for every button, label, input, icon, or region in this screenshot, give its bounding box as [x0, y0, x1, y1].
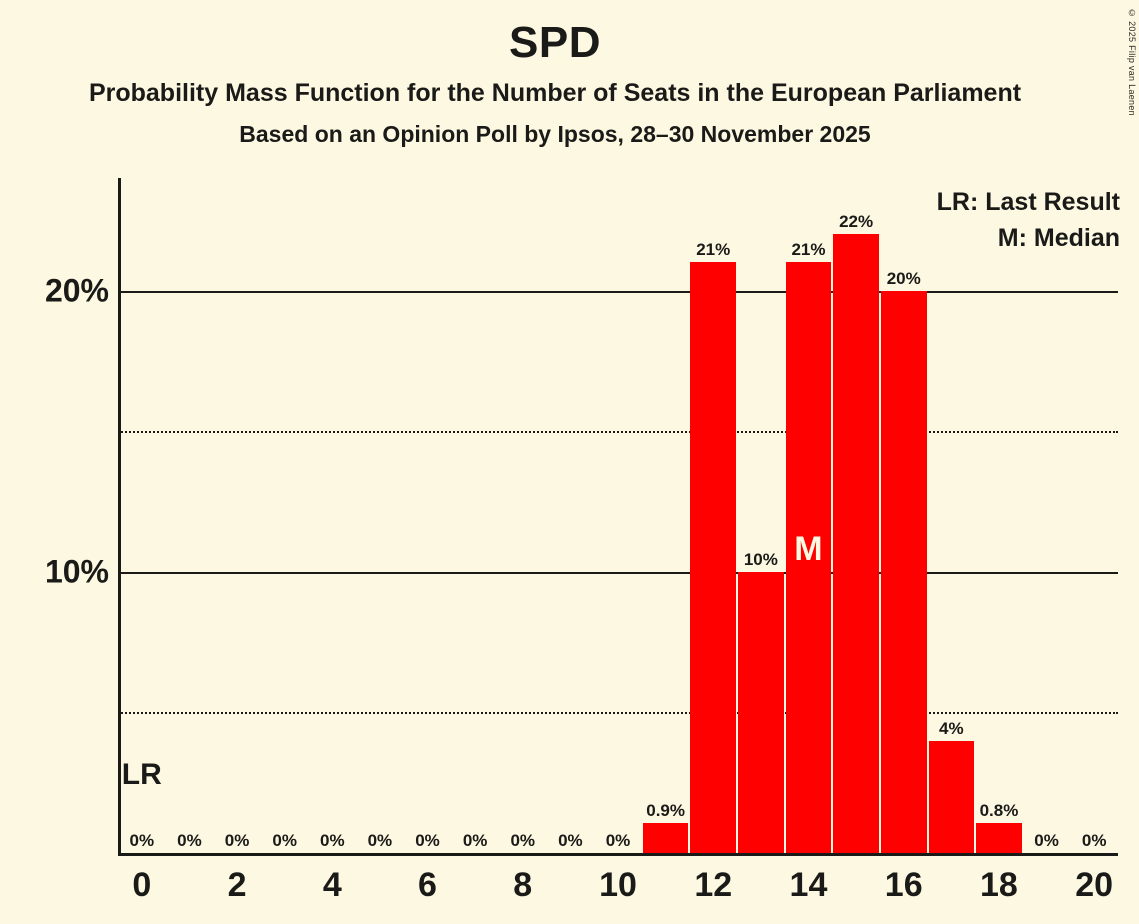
bar-seat-11 — [642, 823, 689, 853]
gridline-20 — [118, 290, 1118, 293]
chart-subtitle: Probability Mass Function for the Number… — [88, 79, 1022, 108]
bar-value-label-10: 0% — [605, 831, 631, 850]
x-tick-label-20: 20 — [1075, 866, 1114, 904]
bar-value-label-19: 0% — [1034, 831, 1059, 850]
bar-value-label-18: 0.8% — [979, 801, 1019, 820]
x-tick-label-8: 8 — [513, 866, 533, 904]
x-tick-label-10: 10 — [599, 866, 637, 904]
bar-value-label-20: 0% — [1081, 831, 1107, 850]
x-tick-label-6: 6 — [418, 866, 437, 904]
gridline-15 — [118, 431, 1118, 434]
bar-value-label-2: 0% — [224, 831, 250, 850]
bar-value-label-9: 0% — [558, 831, 583, 850]
bar-seat-18 — [976, 823, 1022, 853]
bar-value-label-3: 0% — [272, 831, 297, 850]
gridline-5 — [118, 712, 1118, 715]
copyright-notice: © 2025 Filip van Laenen — [1127, 8, 1137, 116]
plot-area — [118, 178, 1118, 856]
title-block: SPD Probability Mass Function for the Nu… — [0, 0, 1110, 147]
y-tick-label-20: 20% — [44, 272, 109, 308]
bar-value-label-16: 20% — [886, 268, 921, 288]
bar-value-label-12: 21% — [696, 240, 731, 260]
bar-seat-17 — [928, 740, 975, 853]
bar-seat-15 — [833, 234, 879, 853]
bar-seat-13 — [738, 571, 784, 853]
legend-median: M: Median — [997, 224, 1120, 253]
last-result-marker: LR — [121, 758, 162, 791]
bar-value-label-14: 21% — [791, 240, 826, 260]
bar-value-label-1: 0% — [177, 831, 202, 850]
bar-value-label-5: 0% — [367, 831, 393, 850]
x-tick-label-16: 16 — [884, 866, 923, 904]
bar-seat-14 — [785, 262, 832, 853]
median-marker: M — [794, 529, 823, 568]
x-tick-label-4: 4 — [322, 866, 342, 904]
gridline-10 — [118, 571, 1118, 574]
bar-value-label-13: 10% — [743, 549, 778, 569]
x-tick-label-0: 0 — [132, 866, 152, 904]
bar-value-label-11: 0.9% — [646, 801, 685, 820]
page-title: SPD — [509, 18, 601, 67]
chart-source-line: Based on an Opinion Poll by Ipsos, 28–30… — [239, 120, 871, 147]
legend-last-result: LR: Last Result — [936, 188, 1120, 216]
bar-value-label-8: 0% — [510, 831, 536, 850]
x-tick-label-18: 18 — [980, 866, 1018, 904]
bar-value-label-6: 0% — [415, 831, 440, 850]
bar-value-label-17: 4% — [939, 718, 964, 738]
y-tick-label-10: 10% — [44, 553, 109, 590]
bar-seat-12 — [690, 262, 737, 853]
bar-value-label-0: 0% — [129, 831, 155, 850]
x-tick-label-2: 2 — [227, 866, 247, 904]
y-axis-line — [118, 178, 121, 856]
bar-value-label-4: 0% — [319, 831, 345, 850]
bar-value-label-15: 22% — [839, 212, 874, 232]
chart-legend: LR: Last Result M: Median — [937, 184, 1120, 257]
bar-value-label-7: 0% — [462, 831, 488, 850]
x-axis-line — [118, 853, 1118, 856]
x-tick-label-12: 12 — [694, 866, 733, 904]
x-tick-label-14: 14 — [789, 866, 828, 904]
bar-seat-16 — [880, 290, 927, 853]
